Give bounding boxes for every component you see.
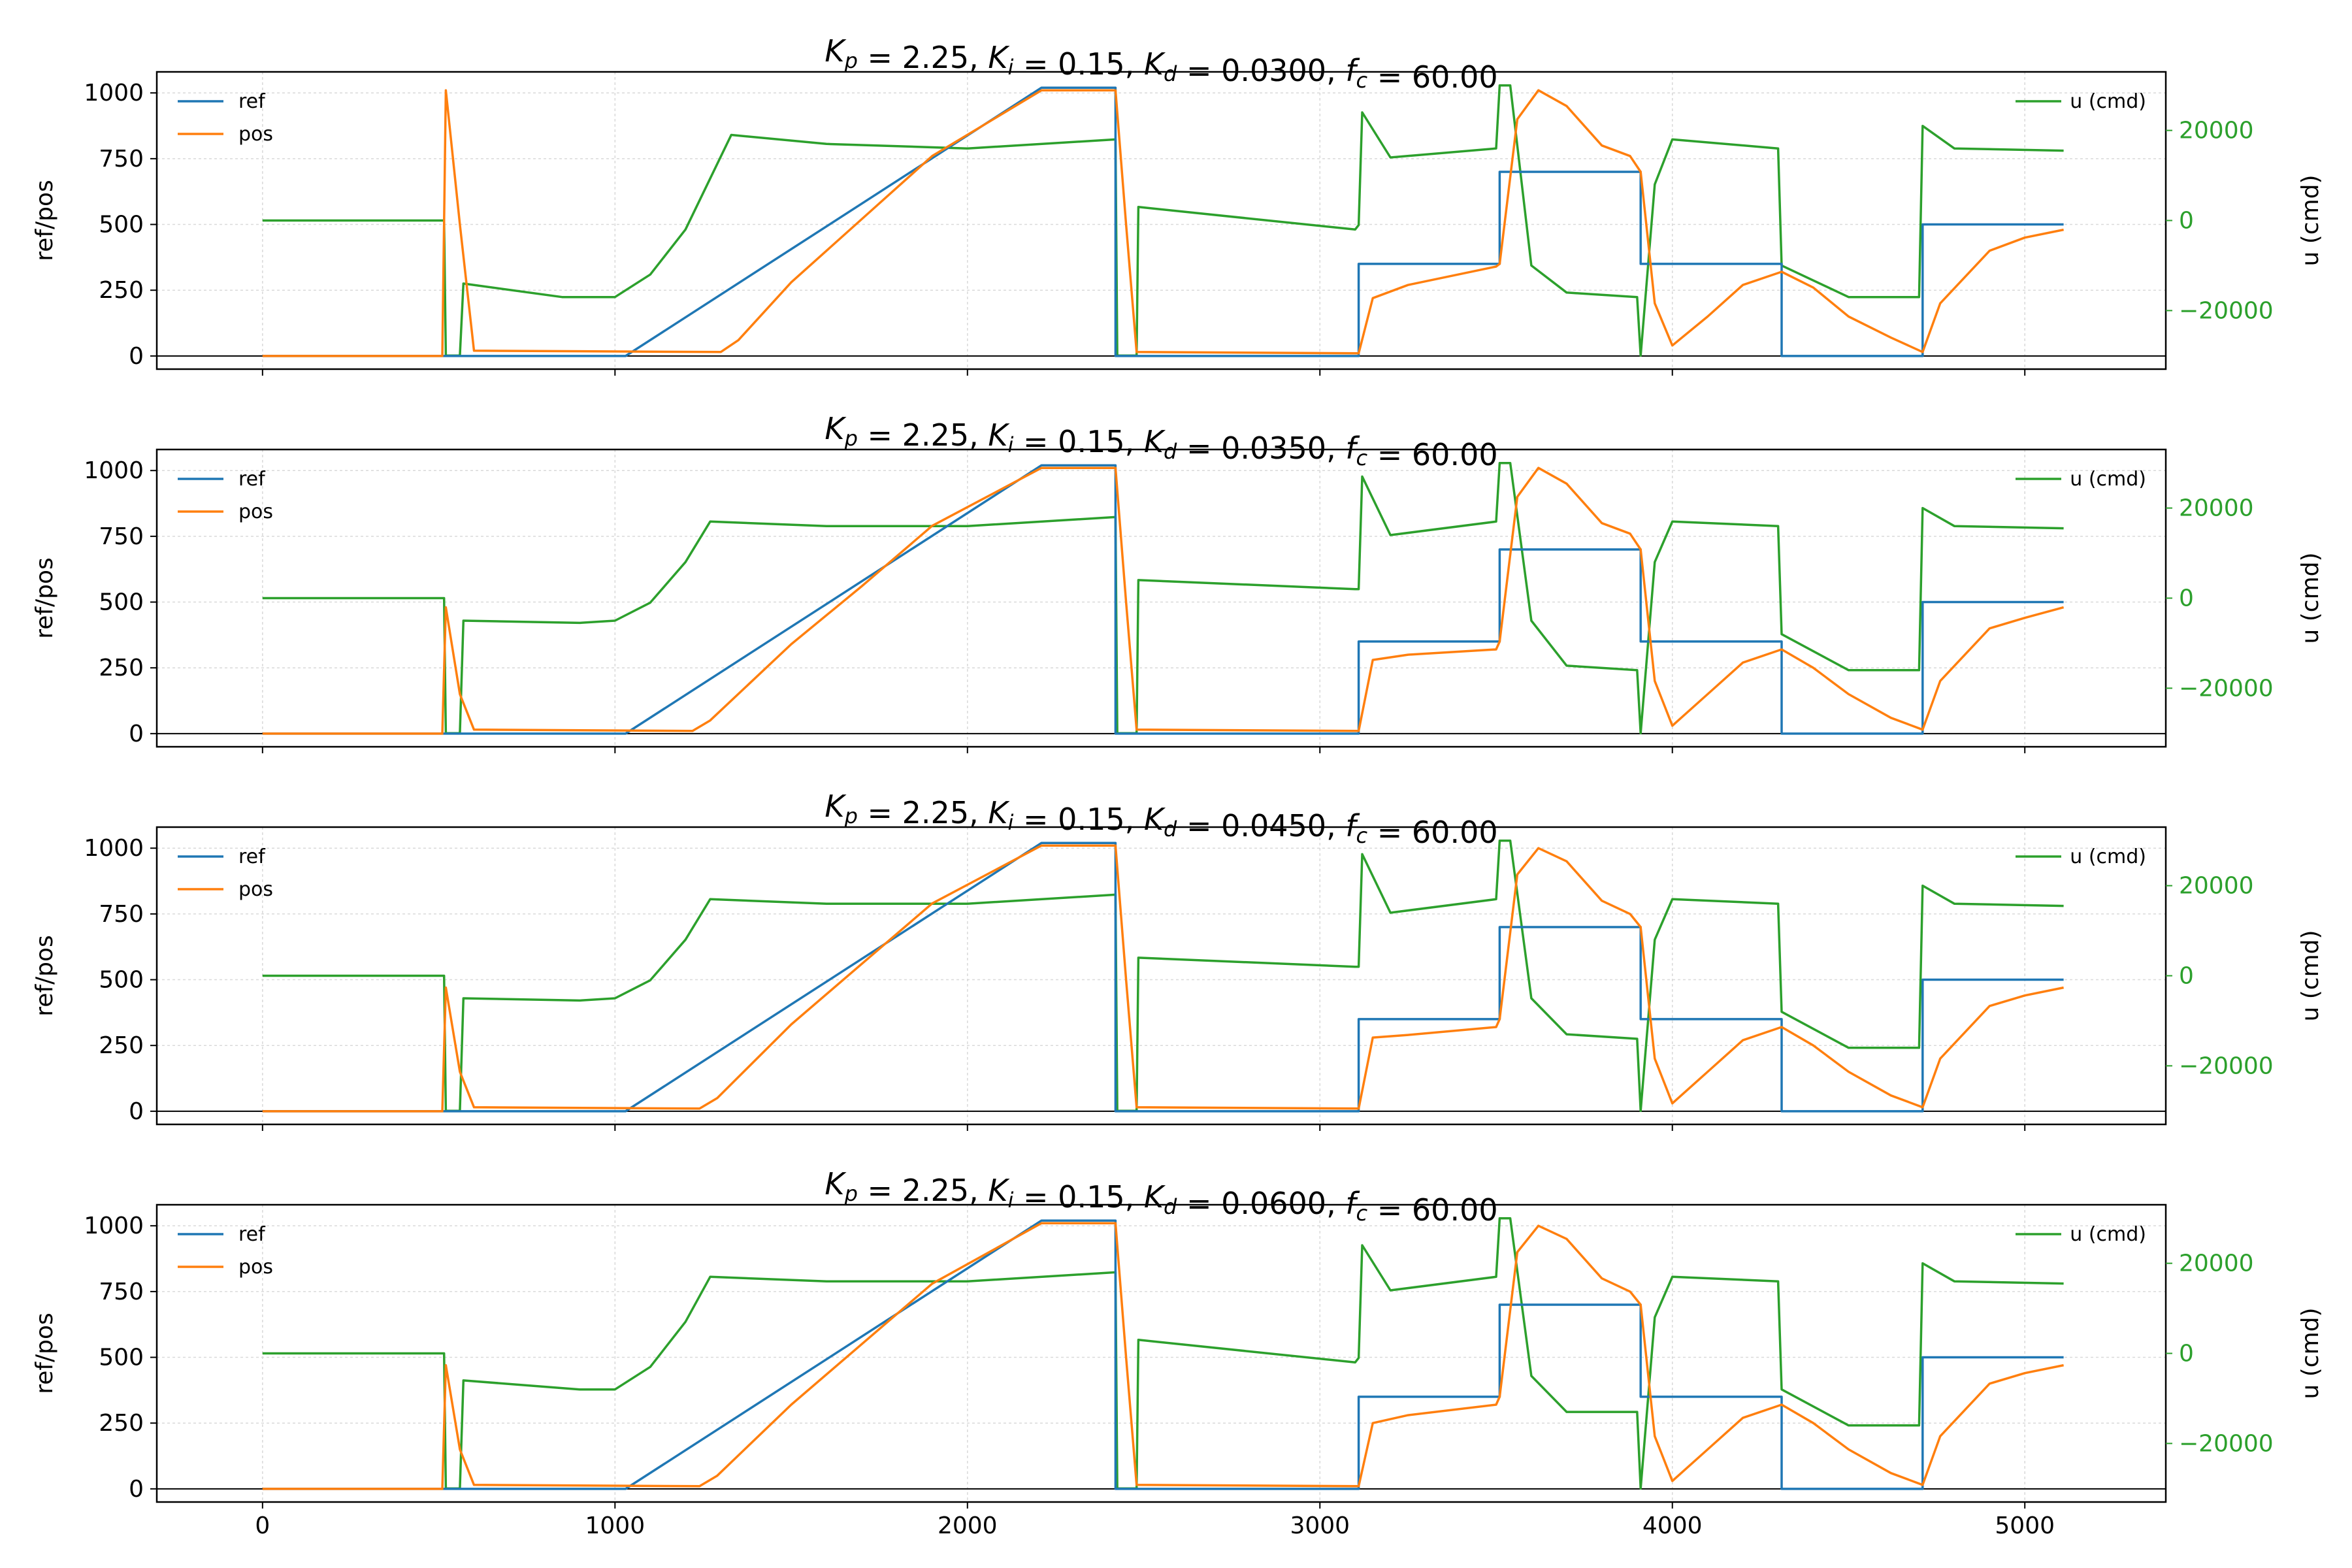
y2-tick-label: 0 [2179,1341,2194,1367]
legend-left: ref pos [178,468,273,523]
y2-tick-label: 0 [2179,208,2194,235]
y-tick-label: 500 [99,1345,144,1371]
series-line-ref [262,86,2064,357]
plot-area [262,461,2065,735]
panel-title: Kp = 2.25, Ki = 0.15, Kd = 0.0450, fc = … [825,789,1497,850]
legend-label: u (cmd) [2070,90,2146,113]
series-line-u-cmd [262,1217,2064,1490]
y2-tick-label: 20000 [2179,873,2254,900]
series-line-ref [262,841,2064,1113]
legend-label: pos [238,500,273,523]
y2-tick-label: 0 [2179,585,2194,612]
subplot-4: 0 250 500 750 1000 −20000 0 20000 0 1000 2000 3000 4… [31,1166,2324,1539]
y2-tick-label: −20000 [2179,1053,2274,1079]
x-tick-label: 5000 [1995,1512,2055,1539]
legend-left: ref pos [178,1223,273,1279]
y-axis-label: ref/pos [31,935,58,1017]
legend-label: pos [238,878,273,901]
series-line-u-cmd [262,461,2064,735]
legend-left: ref pos [178,845,273,901]
series-line-ref [262,1219,2064,1490]
plot-area [262,1217,2064,1490]
y2-axis-label: u (cmd) [2297,930,2324,1021]
y2-tick-label: 20000 [2179,495,2254,522]
y-tick-label: 0 [129,1098,144,1125]
legend-left: ref pos [178,90,273,146]
series-line-u-cmd [262,839,2064,1113]
y2-tick-label: 0 [2179,963,2194,990]
legend-label: u (cmd) [2070,468,2146,491]
series-line-pos [262,89,2064,357]
y-tick-label: 0 [129,343,144,370]
y-tick-label: 1000 [84,80,144,106]
legend-right: u (cmd) [2016,468,2146,491]
y2-tick-label: −20000 [2179,675,2274,702]
plot-area [262,839,2064,1113]
panel-title: Kp = 2.25, Ki = 0.15, Kd = 0.0600, fc = … [825,1166,1497,1228]
plot-area [262,84,2064,357]
legend-label: ref [238,1223,266,1246]
y-tick-label: 500 [99,967,144,994]
y2-axis-label: u (cmd) [2297,174,2324,266]
series-line-pos [262,466,2065,735]
legend-label: pos [238,1256,273,1279]
legend-right: u (cmd) [2016,845,2146,868]
series-line-u-cmd [262,84,2064,357]
y2-tick-label: −20000 [2179,297,2274,324]
y-tick-label: 1000 [84,835,144,862]
y-tick-label: 750 [99,146,144,172]
subplot-2: 0 250 500 750 1000 −20000 0 20000 ref/pos u (cmd)… [31,411,2324,753]
x-tick-label: 3000 [1290,1512,1350,1539]
y-tick-label: 500 [99,589,144,616]
series-line-ref [262,464,2064,735]
legend-label: ref [238,90,266,113]
y-tick-label: 1000 [84,1213,144,1239]
x-tick-label: 4000 [1642,1512,1703,1539]
x-tick-label: 2000 [938,1512,998,1539]
y2-tick-label: 20000 [2179,118,2254,144]
y-tick-label: 250 [99,1410,144,1437]
y-tick-label: 500 [99,212,144,238]
y2-axis-label: u (cmd) [2297,1307,2324,1399]
legend-right: u (cmd) [2016,1223,2146,1246]
y2-tick-label: −20000 [2179,1430,2274,1457]
y2-tick-label: 20000 [2179,1250,2254,1277]
panel-title: Kp = 2.25, Ki = 0.15, Kd = 0.0350, fc = … [825,411,1497,472]
y-tick-label: 750 [99,901,144,928]
y-tick-label: 750 [99,1279,144,1305]
y-axis-label: ref/pos [31,180,58,261]
y-axis-label: ref/pos [31,557,58,639]
legend-label: u (cmd) [2070,845,2146,868]
y-tick-label: 750 [99,523,144,550]
legend-label: u (cmd) [2070,1223,2146,1246]
y-tick-label: 0 [129,721,144,747]
x-tick-label: 0 [255,1512,270,1539]
legend-right: u (cmd) [2016,90,2146,113]
y-tick-label: 250 [99,655,144,681]
subplot-3: 0 250 500 750 1000 −20000 0 20000 ref/pos u (cmd)… [31,789,2324,1131]
y-tick-label: 0 [129,1476,144,1503]
y-tick-label: 250 [99,1032,144,1059]
legend-label: ref [238,468,266,491]
panel-title: Kp = 2.25, Ki = 0.15, Kd = 0.0300, fc = … [825,33,1497,95]
y2-axis-label: u (cmd) [2297,552,2324,644]
y-axis-label: ref/pos [31,1313,58,1394]
subplot-1: 0 250 500 750 1000 −20000 0 20000 ref/pos u (cmd)… [31,33,2324,376]
x-tick-label: 1000 [585,1512,645,1539]
series-line-pos [262,844,2064,1113]
series-line-pos [262,1222,2064,1490]
legend-label: pos [238,123,273,146]
y-tick-label: 250 [99,277,144,304]
y-tick-label: 1000 [84,457,144,484]
legend-label: ref [238,845,266,868]
